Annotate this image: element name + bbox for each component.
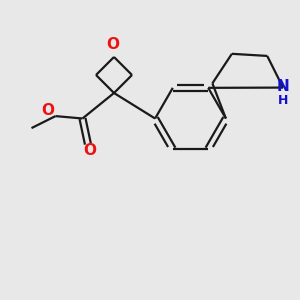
Text: H: H <box>278 94 288 107</box>
Text: N: N <box>277 79 290 94</box>
Text: O: O <box>106 37 119 52</box>
Text: O: O <box>41 103 55 118</box>
Text: O: O <box>83 143 96 158</box>
